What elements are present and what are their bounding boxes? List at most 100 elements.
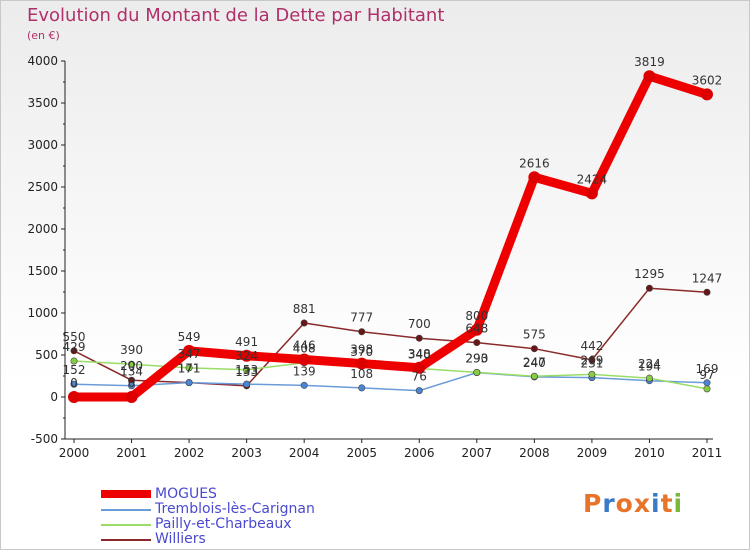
data-label: 108 xyxy=(350,367,373,381)
data-point xyxy=(125,391,138,403)
data-label: 240 xyxy=(523,356,546,370)
data-point xyxy=(415,387,423,395)
data-point xyxy=(128,382,136,390)
data-point xyxy=(703,385,711,393)
data-label: 348 xyxy=(408,347,431,361)
legend-item[interactable]: Williers xyxy=(101,531,361,547)
x-tick-label: 2009 xyxy=(577,446,608,460)
logo-letter: t xyxy=(660,489,674,518)
x-tick-label: 2011 xyxy=(692,446,723,460)
data-label: 139 xyxy=(293,364,316,378)
chart-subtitle: (en €) xyxy=(27,29,60,42)
data-label: 224 xyxy=(638,357,661,371)
data-point xyxy=(645,284,653,292)
data-point xyxy=(243,366,251,374)
logo-letter: r xyxy=(602,489,616,518)
data-label: 200 xyxy=(120,359,143,373)
data-point xyxy=(415,334,423,342)
series-lines xyxy=(69,71,712,402)
data-point xyxy=(185,364,193,372)
data-label: 549 xyxy=(178,330,201,344)
data-label: 881 xyxy=(293,302,316,316)
data-point xyxy=(643,70,656,83)
x-tick-label: 2002 xyxy=(174,446,205,460)
chart-title: Evolution du Montant de la Dette par Hab… xyxy=(27,5,445,26)
data-point xyxy=(68,391,80,403)
logo-letter: x xyxy=(633,489,651,518)
y-tick-label: 3000 xyxy=(27,138,58,152)
data-label: 153 xyxy=(235,363,258,377)
y-tick-label: 1500 xyxy=(27,264,58,278)
data-label: 398 xyxy=(350,343,373,357)
legend-swatch-williers xyxy=(101,539,151,541)
series-line xyxy=(73,371,708,392)
x-tick-label: 2010 xyxy=(634,446,665,460)
data-label: 0 xyxy=(128,376,136,390)
legend-item[interactable]: Pailly-et-Charbeaux xyxy=(101,516,361,532)
x-tick-label: 2003 xyxy=(231,446,262,460)
y-tick-label: 2500 xyxy=(27,180,58,194)
data-point xyxy=(701,88,713,101)
logo-letter: o xyxy=(615,489,634,518)
legend-label: MOGUES xyxy=(155,486,217,502)
x-tick-label: 2005 xyxy=(346,446,377,460)
legend-label: Tremblois-lès-Carignan xyxy=(155,501,315,517)
data-point xyxy=(530,372,538,380)
y-tick-label: 4000 xyxy=(27,54,58,68)
data-label: 3819 xyxy=(634,55,665,69)
y-tick-label: 3500 xyxy=(27,96,58,110)
data-label: 134 xyxy=(120,365,143,379)
legend-item[interactable]: Tremblois-lès-Carignan xyxy=(101,501,361,517)
y-tick-label: 500 xyxy=(35,348,58,362)
data-point xyxy=(528,171,541,184)
series-labels: 550 200 171 133 881 777 700 648 575 442 1295 1247 15… xyxy=(63,55,723,390)
data-point xyxy=(358,328,366,336)
data-point xyxy=(473,339,481,347)
data-point xyxy=(470,323,483,336)
data-label: 370 xyxy=(350,345,373,359)
data-label: 324 xyxy=(235,349,258,363)
y-tick-label: 0 xyxy=(50,390,58,404)
x-tick-label: 2007 xyxy=(462,446,493,460)
x-tick-label: 2000 xyxy=(59,446,90,460)
data-label: 2616 xyxy=(519,156,550,170)
data-label: 2424 xyxy=(577,172,608,186)
data-label: 169 xyxy=(696,362,719,376)
data-label: 0 xyxy=(70,376,78,390)
legend-item[interactable]: MOGUES xyxy=(101,486,361,502)
data-label: 133 xyxy=(235,365,258,379)
logo-letter: i xyxy=(673,489,684,518)
data-point xyxy=(128,360,136,368)
series-points xyxy=(68,70,713,403)
data-label: 648 xyxy=(465,322,488,336)
data-label: 76 xyxy=(412,370,427,384)
x-tick-label: 2004 xyxy=(289,446,320,460)
data-label: 269 xyxy=(580,353,603,367)
data-label: 3602 xyxy=(692,73,723,87)
data-label: 442 xyxy=(580,339,603,353)
chart-legend: MOGUES Tremblois-lès-Carignan Pailly-et-… xyxy=(101,486,361,547)
data-point xyxy=(588,370,596,378)
data-point xyxy=(70,347,78,355)
logo-letter: i xyxy=(651,489,661,518)
data-point xyxy=(185,379,193,387)
legend-label: Pailly-et-Charbeaux xyxy=(155,516,292,532)
data-label: 777 xyxy=(350,311,373,325)
data-label: 390 xyxy=(120,343,143,357)
x-tick-label: 2001 xyxy=(116,446,147,460)
series-line xyxy=(73,287,708,387)
data-label: 340 xyxy=(408,347,431,361)
data-point xyxy=(645,374,653,382)
data-point xyxy=(183,344,196,357)
data-point xyxy=(703,288,711,296)
data-label: 171 xyxy=(178,362,201,376)
data-label: 429 xyxy=(63,340,86,354)
data-point xyxy=(588,356,596,364)
y-tick-label: -500 xyxy=(31,432,58,446)
data-point xyxy=(70,357,78,365)
data-label: 97 xyxy=(699,368,714,382)
data-point xyxy=(243,380,251,388)
data-label: 700 xyxy=(408,317,431,331)
data-label: 290 xyxy=(465,352,488,366)
logo-letter: P xyxy=(583,489,603,518)
